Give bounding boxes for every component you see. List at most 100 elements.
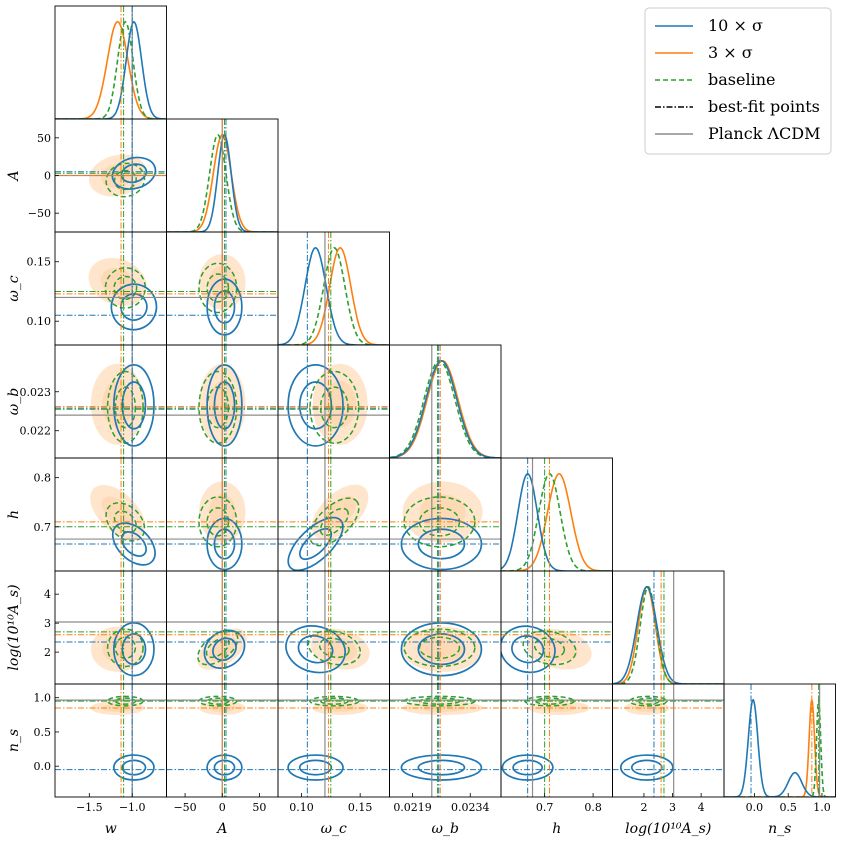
panel-content <box>55 232 167 345</box>
yaxis-label-h: h <box>6 510 22 519</box>
marginal-w-10sigma <box>55 20 167 119</box>
panel-logAs-omega_b <box>389 570 502 685</box>
panel-content <box>278 684 390 797</box>
xtick-label-A: 0 <box>219 801 226 814</box>
contour-outer-10sigma <box>287 364 344 447</box>
contour-outer-10sigma <box>112 754 155 781</box>
panel-content <box>55 571 167 684</box>
panel-content <box>612 684 724 797</box>
panels: −50050A0.100.15ω_c0.0220.023ω_b0.70.8h23… <box>6 5 836 837</box>
panel-A-A <box>166 118 279 233</box>
panel-logAs-A <box>166 570 279 685</box>
contour-inner-10sigma <box>120 292 148 321</box>
marginal-omega_b-baseline <box>389 359 501 458</box>
panel-n_s-n_s: 0.0 0.5 1.0 n_s <box>723 683 836 837</box>
ytick-label-A: 50 <box>37 132 51 145</box>
xaxis-label-logAs: log(10¹⁰A_s) <box>625 821 711 837</box>
contour-outer-10sigma <box>112 364 155 447</box>
ytick-label-logAs: 4 <box>44 588 51 601</box>
panel-logAs-w: 2 3 4 log(10¹⁰A_s) <box>6 570 167 685</box>
contour-outer-baseline <box>522 630 577 666</box>
contour-inner-10sigma <box>212 637 237 661</box>
contour-inner-10sigma <box>417 759 466 776</box>
panel-logAs-logAs <box>612 570 725 685</box>
contour-inner-10sigma <box>298 381 333 430</box>
contour-outer-10sigma <box>400 754 483 781</box>
contour-outer-10sigma <box>110 283 158 331</box>
panel-content <box>278 571 390 684</box>
xtick-label-n_s: 0.0 <box>746 801 764 814</box>
legend-label-10sigma: 10 × σ <box>708 16 763 35</box>
panel-content <box>278 345 390 458</box>
marginal-n_s-3sigma <box>724 699 836 797</box>
panel-content <box>389 571 501 684</box>
panel-h-w: 0.7 0.8 h <box>6 457 167 572</box>
legend-entry-planck: Planck ΛCDM <box>655 124 820 143</box>
legend-label-baseline: baseline <box>708 70 775 89</box>
panel-A-w: −50 0 50 A <box>6 118 167 233</box>
fill-inner-3sigma <box>324 380 357 428</box>
contour-inner-10sigma <box>512 759 544 776</box>
contour-inner-10sigma <box>417 633 466 666</box>
yaxis-label-logAs: log(10¹⁰A_s) <box>6 584 22 670</box>
fill-inner-3sigma <box>323 496 357 528</box>
xtick-label-n_s: 1.0 <box>813 801 831 814</box>
ytick-label-n_s: 0.5 <box>34 726 52 739</box>
marginal-omega_b-3sigma <box>389 359 501 458</box>
panel-frame <box>612 570 725 685</box>
legend: 10 × σ 3 × σ baseline best-fit points Pl… <box>644 7 832 155</box>
contour-outer-baseline <box>403 628 476 668</box>
ytick-label-n_s: 1.0 <box>34 692 52 705</box>
panel-content <box>166 119 278 232</box>
marginal-omega_c-10sigma <box>278 246 390 345</box>
xtick-label-w: −1.5 <box>76 801 103 814</box>
contour-outer-baseline <box>106 628 144 668</box>
contour-outer-baseline <box>104 267 147 309</box>
panel-n_s-logAs: 2 3 4 log(10¹⁰A_s) <box>612 683 725 837</box>
panel-logAs-omega_c <box>277 570 390 685</box>
contour-inner-baseline <box>318 637 350 659</box>
ytick-label-A: −50 <box>28 207 51 220</box>
ytick-label-omega_c: 0.10 <box>27 315 52 328</box>
xtick-label-omega_b: 0.0234 <box>451 801 490 814</box>
panel-content <box>55 119 167 232</box>
panel-content <box>166 458 278 571</box>
legend-label-3sigma: 3 × σ <box>708 43 753 62</box>
panel-content <box>389 684 501 797</box>
panel-content <box>55 458 167 571</box>
contour-inner-10sigma <box>511 635 545 664</box>
ytick-label-h: 0.8 <box>34 472 52 485</box>
panel-content <box>55 345 167 458</box>
marginal-h-3sigma <box>501 473 613 571</box>
panel-omega_b-omega_c <box>277 344 390 459</box>
xtick-label-omega_b: 0.0219 <box>393 801 432 814</box>
contour-inner-baseline <box>114 697 137 705</box>
panel-frame <box>277 231 390 346</box>
marginal-omega_b-10sigma <box>389 359 501 458</box>
panel-content <box>55 6 167 119</box>
xaxis-label-n_s: n_s <box>768 821 791 837</box>
ytick-label-A: 0 <box>44 170 51 183</box>
panel-omega_c-A <box>166 231 279 346</box>
panel-content <box>501 458 613 571</box>
xaxis-label-omega_c: ω_c <box>321 821 347 837</box>
contour-inner-baseline <box>205 637 230 659</box>
contour-inner-10sigma <box>121 633 147 666</box>
contour-outer-10sigma <box>111 156 157 190</box>
yaxis-label-omega_c: ω_c <box>6 275 22 301</box>
panel-content <box>166 684 278 797</box>
panel-content <box>501 571 613 684</box>
xaxis-label-A: A <box>215 821 227 837</box>
yaxis-label-n_s: n_s <box>6 729 22 752</box>
panel-h-omega_b <box>389 457 502 572</box>
panel-omega_b-A <box>166 344 279 459</box>
xtick-label-omega_c: 0.15 <box>348 801 373 814</box>
legend-frame <box>644 7 832 155</box>
contour-outer-baseline <box>309 497 360 547</box>
ytick-label-omega_b: 0.022 <box>20 425 52 438</box>
panel-omega_c-omega_c <box>277 231 390 346</box>
marginal-w-baseline <box>55 20 167 119</box>
contour-inner-10sigma <box>120 531 147 557</box>
